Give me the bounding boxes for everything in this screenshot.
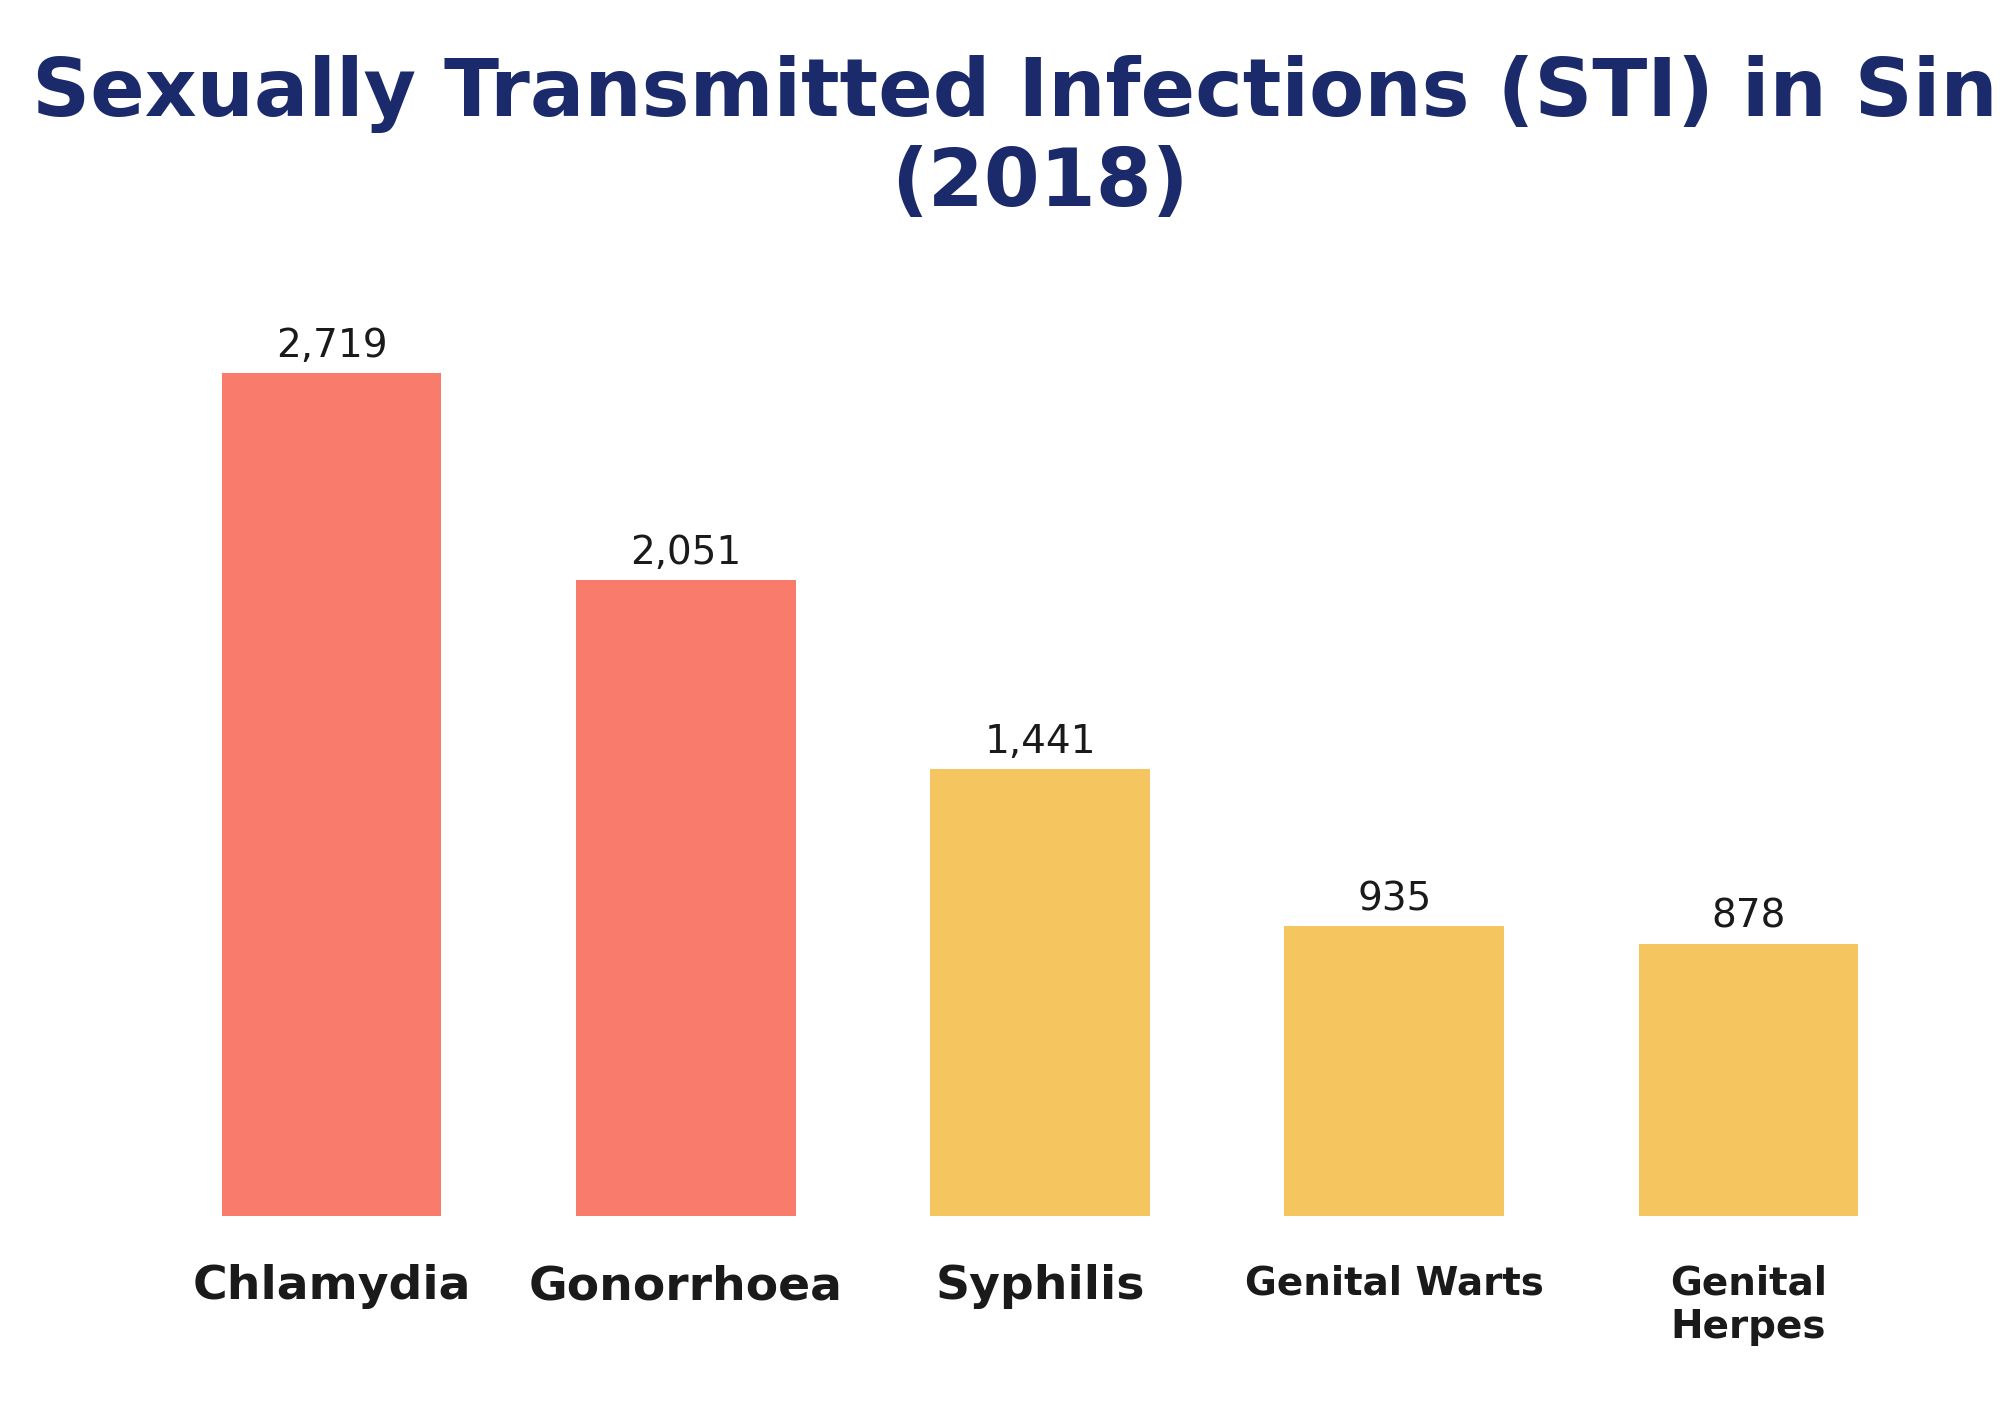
Text: 878: 878 bbox=[1712, 898, 1786, 936]
Text: Chlamydia: Chlamydia bbox=[192, 1264, 470, 1309]
Bar bbox=[1638, 943, 1858, 1216]
Text: 935: 935 bbox=[1358, 881, 1432, 918]
Text: Genital Warts: Genital Warts bbox=[1244, 1264, 1544, 1302]
Bar bbox=[1284, 926, 1504, 1216]
Bar bbox=[930, 769, 1150, 1216]
Title: Top 5 Sexually Transmitted Infections (STI) in Singapore
(2018): Top 5 Sexually Transmitted Infections (S… bbox=[0, 54, 2000, 223]
Text: Gonorrhoea: Gonorrhoea bbox=[528, 1264, 842, 1309]
Text: 1,441: 1,441 bbox=[984, 724, 1096, 761]
Bar bbox=[576, 580, 796, 1216]
Text: Genital
Herpes: Genital Herpes bbox=[1670, 1264, 1826, 1346]
Bar bbox=[222, 373, 442, 1216]
Text: 2,719: 2,719 bbox=[276, 327, 388, 365]
Text: Syphilis: Syphilis bbox=[936, 1264, 1144, 1309]
Text: 2,051: 2,051 bbox=[630, 534, 742, 573]
